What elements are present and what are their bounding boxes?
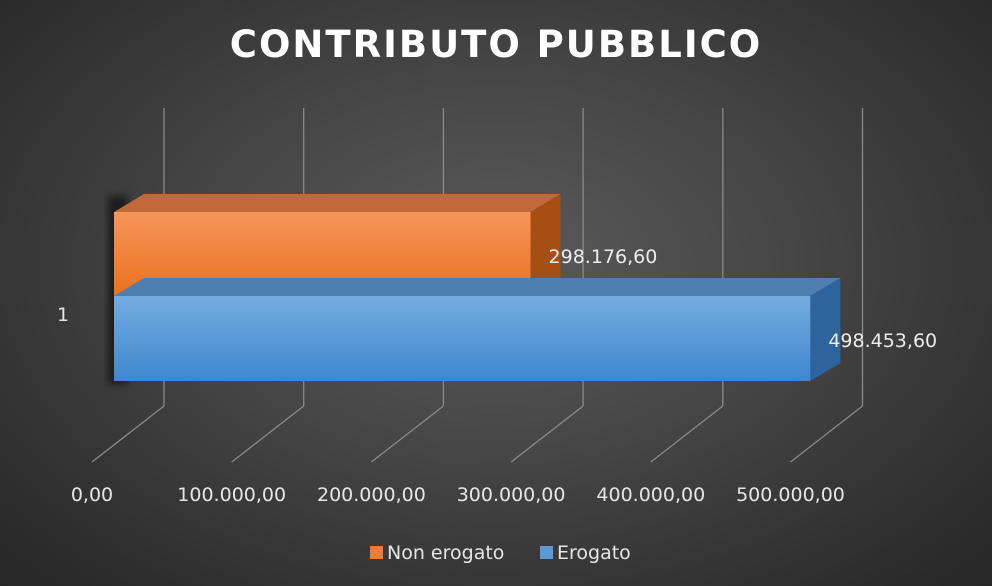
bar-erogato-top [114,278,841,296]
labels: 0,00 100.000,00 200.000,00 300.000,00 400.00… [71,246,937,506]
x-tick-label: 500.000,00 [736,484,845,506]
legend-label-non-erogato: Non erogato [387,542,504,564]
category-label: 1 [57,304,69,326]
chart-title: CONTRIBUTO PUBBLICO [230,23,762,66]
x-tick-label: 200.000,00 [317,484,426,506]
bar-erogato-front [114,296,811,381]
bar-erogato-side [810,278,841,381]
legend-swatch-erogato [540,546,553,559]
x-tick-label: 300.000,00 [457,484,566,506]
legend-label-erogato: Erogato [557,542,631,564]
floor-gridline [91,405,165,463]
floor-gridline [231,405,305,463]
bar-erogato [114,278,841,381]
floor-gridline [790,405,863,463]
bar-non-erogato-top [114,194,561,212]
floor-gridline [371,405,444,463]
floor-gridline [510,405,584,463]
legend: Non erogato Erogato [370,542,631,564]
legend-swatch-non-erogato [370,546,383,559]
x-tick-label: 100.000,00 [177,484,286,506]
bars [108,194,841,384]
x-tick-label: 400.000,00 [596,484,705,506]
x-tick-label: 0,00 [71,484,113,506]
data-label-non-erogato: 298.176,60 [549,246,658,268]
floor-gridline [650,405,724,463]
data-label-erogato: 498.453,60 [828,330,937,352]
bar-non-erogato-side [530,194,561,297]
